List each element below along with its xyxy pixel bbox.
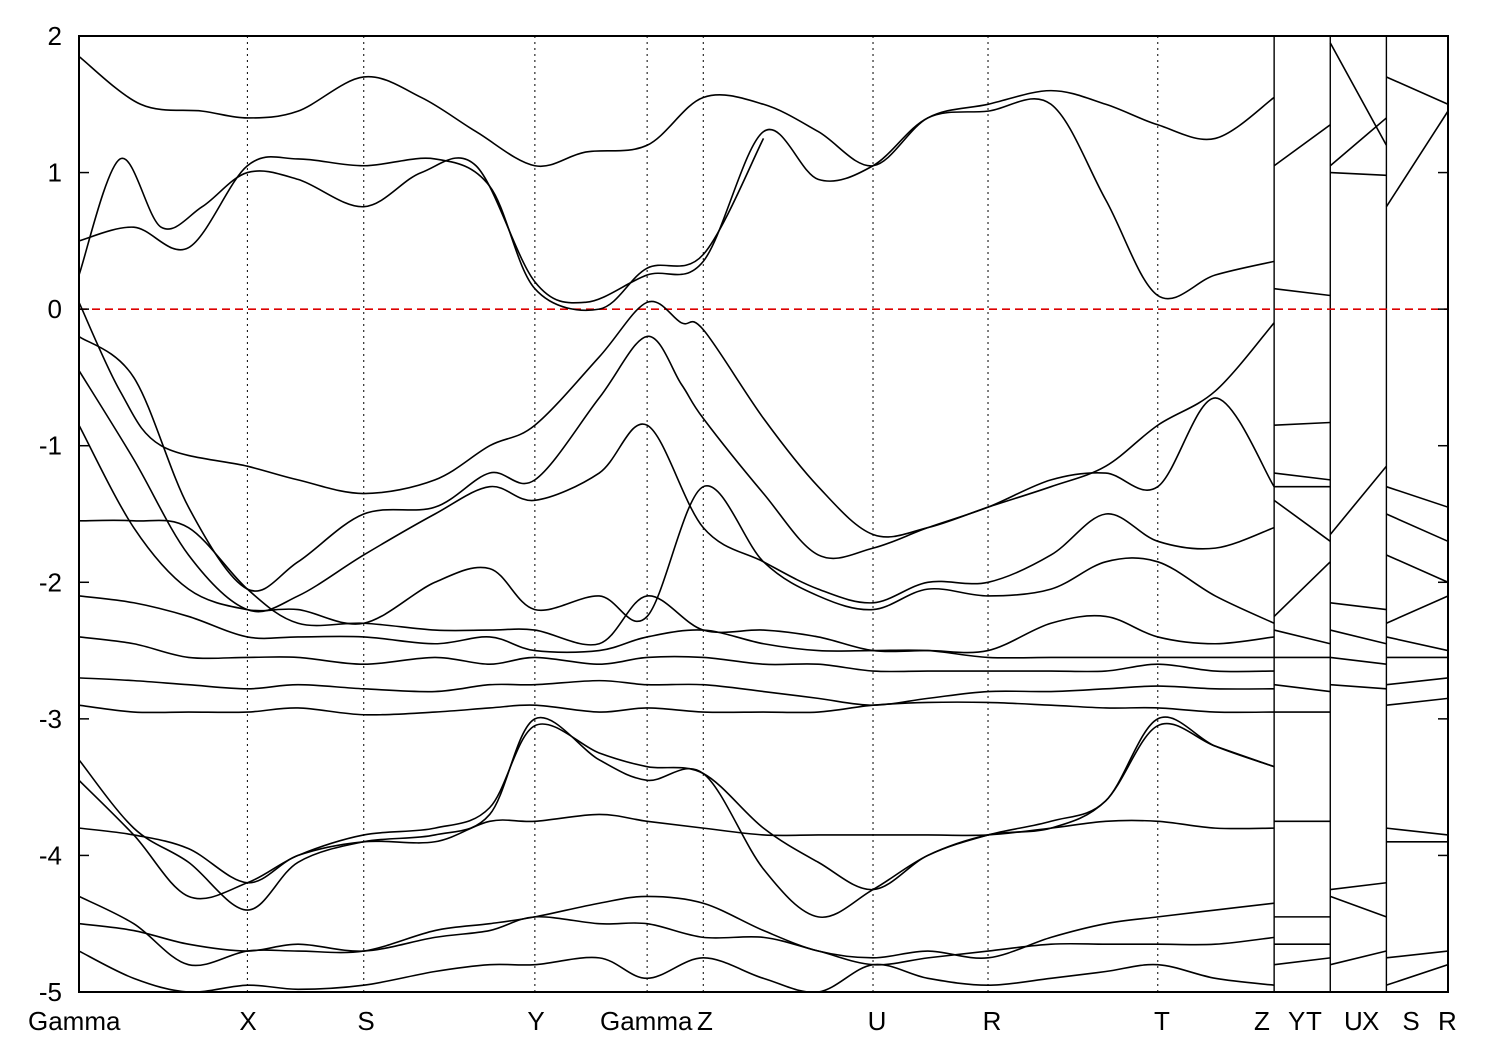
band-segment-3 [1274,421,1331,427]
ytick-label: -1 [39,431,62,461]
band-segment-7 [1273,561,1331,618]
ytick-label: -2 [39,567,62,597]
band-segment-28 [1385,110,1448,208]
band-segment-8 [1273,629,1331,645]
band-line-14 [79,722,1275,900]
kpoint-label: Gamma [28,1006,121,1036]
kpoint-label: U [1344,1006,1363,1036]
x-axis-kpoint-labels: Gamma X S Y Gamma Z U R T Z Y T U X S R [28,1006,1457,1036]
band-segment-15 [1274,957,1331,966]
band-line-7 [79,424,1275,625]
band-line-18 [79,950,1275,992]
kpoint-label: T [1154,1006,1170,1036]
band-segment-37 [1386,827,1448,836]
ytick-label: -4 [39,840,62,870]
kpoint-label: R [1438,1006,1457,1036]
ytick-label: 0 [48,294,62,324]
kpoint-label: Gamma [600,1006,693,1036]
kpoint-label: T [1306,1006,1322,1036]
band-segment-23 [1330,683,1387,690]
band-segment-6 [1273,499,1331,542]
kpoint-label: Y [1288,1006,1305,1036]
band-segment-1 [1273,124,1331,167]
band-segment-4 [1274,472,1331,481]
band-segment-24 [1330,881,1387,891]
band-segment-32 [1386,595,1448,624]
band-segment-31 [1386,554,1448,584]
band-segment-39 [1386,950,1448,959]
band-segment-26 [1330,950,1387,966]
band-segment-36 [1386,697,1448,706]
plot-frame [78,35,1449,993]
band-segment-33 [1386,636,1448,652]
band-segment-35 [1386,677,1448,686]
kpoint-label: U [868,1006,887,1036]
kpoint-label: R [983,1006,1002,1036]
band-line-2 [79,98,1275,304]
ytick-label: 1 [48,158,62,188]
band-line-12 [79,701,1275,716]
band-line-15 [79,813,1275,884]
band-line-16 [79,895,1275,967]
kpoint-label: Z [1254,1006,1270,1036]
band-line-1 [79,55,1275,168]
kpoint-label: S [357,1006,374,1036]
band-line-9 [79,595,1275,659]
band-line-11 [79,677,1275,706]
band-line-3 [79,138,765,312]
band-segment-21 [1330,629,1387,645]
kpoint-label: S [1402,1006,1419,1036]
band-segment-20 [1330,601,1387,611]
ytick-label: -3 [39,704,62,734]
band-line-4 [79,300,1275,538]
band-line-13 [79,716,1275,918]
kpoint-label: X [1362,1006,1379,1036]
band-line-17 [79,915,1275,966]
kpoint-label: Z [697,1006,713,1036]
y-axis-ticks: 2 1 0 -1 -2 -3 -4 -5 [39,21,1448,1007]
ytick-label: 2 [48,21,62,51]
band-segment-18 [1330,171,1387,177]
kpoint-label: X [239,1006,256,1036]
band-segment-27 [1386,76,1448,106]
band-segment-10 [1274,683,1331,693]
ytick-label: -5 [39,977,62,1007]
band-segment-29 [1386,485,1448,508]
band-segment-40 [1386,963,1448,986]
band-line-5 [79,335,1275,592]
band-segment-2 [1274,287,1331,297]
band-segment-16 [1329,42,1388,146]
band-line-6 [79,370,1275,613]
band-segment-22 [1330,656,1387,666]
band-segment-30 [1386,513,1448,543]
band-segment-17 [1329,117,1387,167]
band-line-8 [79,519,1275,654]
kpoint-label: Y [527,1006,544,1036]
band-segment-25 [1329,895,1387,918]
band-line-10 [79,636,1275,673]
band-segment-19 [1329,465,1388,535]
band-lines [79,42,1448,992]
